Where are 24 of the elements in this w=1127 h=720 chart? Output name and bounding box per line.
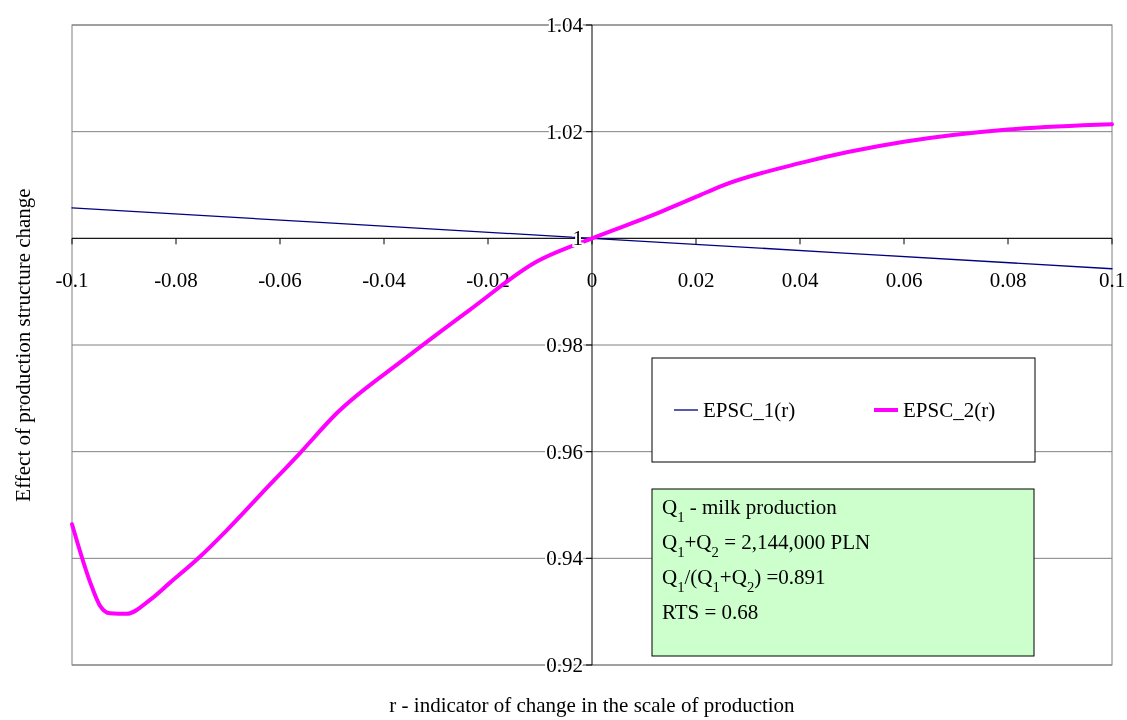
y-tick-label: 1.02 [546,119,583,144]
x-tick-label: -0.04 [362,268,407,293]
x-tick-label: -0.1 [55,268,89,293]
annotation: Q$_{1}$/(Q$_{1}$+Q$_{2}$) =0.891 [662,565,826,595]
x-tick-label: 0.04 [781,268,819,293]
y-tick-label: 0.98 [546,333,583,357]
x-tick-label: 0.1 [1098,268,1126,293]
x-axis-title: r - indicator of change in the scale of production [389,693,796,717]
x-tick-label: -0.08 [154,268,198,293]
annotation: Q$_{1}$+Q$_{2}$ = 2,144,000 PLN [662,530,871,560]
x-tick-label: -0.06 [258,268,302,293]
x-tick-label: 0.02 [677,268,715,293]
y-tick-label: 0.96 [546,439,583,464]
legend-label: EPSC_1(r) [703,398,796,422]
y-axis-title: Effect of production structure change [11,188,35,502]
y-tick-label: 1.04 [546,13,584,37]
x-tick-label: 0 [586,268,598,293]
y-tick-label: 0.92 [546,653,583,677]
y-tick-label: 0.94 [546,546,584,571]
x-tick-label: 0.08 [989,268,1027,293]
x-tick-label: 0.06 [885,268,923,293]
legend-label: EPSC_2(r) [903,398,996,422]
annotation: RTS = 0.68 [662,600,759,624]
annotation: Q$_{1}$ - milk production [662,495,838,525]
